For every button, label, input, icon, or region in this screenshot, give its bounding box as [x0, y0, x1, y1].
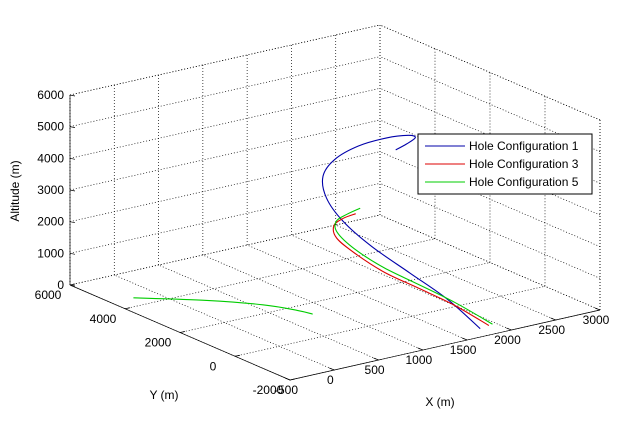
- z-tick: [69, 126, 76, 128]
- back-wall-grid-line-z: [69, 87, 381, 159]
- legend-label-1: Hole Configuration 1: [469, 139, 579, 153]
- y-tick-label: -2000: [253, 383, 284, 397]
- y-tick-label: 0: [210, 359, 217, 373]
- x-axis-line: [289, 309, 601, 381]
- x-tick: [594, 307, 601, 311]
- side-wall-grid-line-z: [379, 151, 601, 247]
- z-axis-label: Altitude (m): [8, 160, 22, 221]
- z-tick-label: 0: [57, 278, 64, 292]
- y-axis-label: Y (m): [149, 388, 178, 402]
- floor-grid-line-x: [247, 244, 468, 341]
- floor-grid-line-y: [124, 238, 436, 310]
- z-tick: [69, 284, 76, 287]
- x-tick: [550, 317, 556, 321]
- back-wall-grid-line-z: [69, 151, 381, 223]
- x-tick: [506, 327, 512, 331]
- floor-grid-line-y: [234, 285, 546, 357]
- z-tick-label: 1000: [37, 246, 64, 260]
- back-wall-grid-line-z: [69, 182, 381, 254]
- x-tick-label: 0: [327, 373, 334, 387]
- z-tick: [69, 221, 76, 224]
- x-tick-label: 2000: [494, 333, 521, 347]
- floor-grid-line-x: [202, 254, 423, 351]
- floor-grid-line-x: [114, 274, 335, 371]
- z-tick-label: 5000: [37, 120, 64, 134]
- y-tick: [289, 378, 296, 381]
- z-tick-label: 4000: [37, 151, 64, 165]
- y-tick: [179, 331, 186, 333]
- x-tick: [462, 337, 468, 341]
- side-wall-grid-line-z: [379, 119, 601, 216]
- z-tick: [69, 189, 76, 192]
- x-tick-label: 1500: [450, 343, 477, 357]
- box-edge-top-back: [69, 24, 381, 96]
- x-axis-label: X (m): [425, 395, 454, 409]
- series-line-4: [133, 297, 313, 315]
- y-tick-label: 6000: [35, 288, 62, 302]
- x-tick: [373, 357, 379, 361]
- x-tick: [417, 347, 423, 351]
- x-tick-label: 2500: [538, 323, 565, 337]
- floor-grid-line-y: [179, 262, 491, 333]
- x-tick-label: -500: [274, 383, 298, 397]
- y-tick: [124, 307, 131, 310]
- floor-grid-line-x: [158, 264, 379, 361]
- back-wall-grid-line-z: [69, 119, 381, 191]
- chart-axes: -500 0 500 1000 1500 2000 2500 3000 -2000 0 2000 40…: [35, 88, 610, 397]
- back-wall-grid-line-z: [69, 56, 381, 127]
- legend-label-5: Hole Configuration 5: [469, 175, 579, 189]
- x-tick-label: 3000: [583, 313, 610, 327]
- floor-grid-line-x: [335, 224, 556, 321]
- z-tick-label: 6000: [37, 88, 64, 102]
- side-wall-grid-line-z: [379, 183, 601, 279]
- chart-series: [133, 134, 493, 330]
- x-tick: [329, 367, 335, 371]
- x-tick-label: 500: [365, 363, 385, 377]
- y-tick: [234, 354, 241, 357]
- box-edge-top-side: [379, 24, 601, 121]
- y-tick-label: 2000: [145, 336, 172, 350]
- x-tick-label: 1000: [406, 353, 433, 367]
- z-tick: [69, 94, 76, 97]
- legend-label-3: Hole Configuration 3: [469, 157, 579, 171]
- back-wall-grid-line-z: [69, 214, 381, 286]
- z-tick: [69, 252, 76, 255]
- series-line-2: [332, 213, 490, 326]
- z-tick-label: 2000: [37, 215, 64, 229]
- chart-grid: [69, 24, 601, 381]
- y-tick-label: 4000: [90, 312, 117, 326]
- chart-legend: Hole Configuration 1 Hole Configuration …: [417, 133, 593, 195]
- z-tick-label: 3000: [37, 183, 64, 197]
- series-line-3: [334, 207, 493, 325]
- x-tick: [284, 377, 291, 381]
- series-line-1: [321, 134, 481, 330]
- z-tick: [69, 157, 76, 160]
- side-wall-grid-line-z: [379, 214, 601, 311]
